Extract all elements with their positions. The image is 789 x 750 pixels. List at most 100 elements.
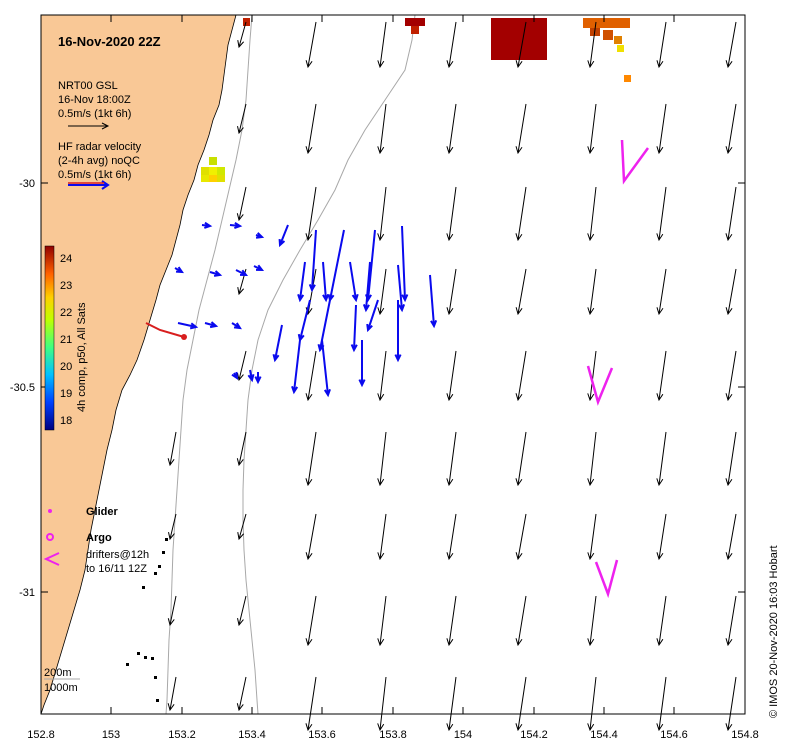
colorbar-label: 4h comp, p50, All Sats xyxy=(76,302,88,412)
colorbar-tick: 23 xyxy=(60,280,72,292)
gsl-arrow xyxy=(377,103,387,155)
gsl-arrow xyxy=(587,350,597,402)
gsl-arrow xyxy=(725,350,737,402)
hf-arrow xyxy=(397,264,406,313)
credit-text: © IMOS 20-Nov-2020 16:03 Hobart xyxy=(768,545,780,718)
gsl-arrow xyxy=(377,350,387,402)
gsl-arrow xyxy=(725,103,737,155)
depth-200-label: 200m xyxy=(44,667,72,679)
gsl-arrow xyxy=(446,21,457,69)
hf-arrow xyxy=(401,225,409,303)
gsl-arrow xyxy=(446,513,457,561)
gsl-arrow xyxy=(587,103,597,155)
coastline-land xyxy=(40,14,237,715)
gsl-arrow xyxy=(656,21,667,69)
hf-legend-line1: HF radar velocity xyxy=(58,141,142,153)
gsl-arrow xyxy=(725,513,737,561)
hf-arrow xyxy=(254,372,262,385)
hf-arrow xyxy=(429,274,438,329)
hf-arrow xyxy=(247,369,255,383)
hf-arrow xyxy=(349,261,359,303)
colorbar-tick: 19 xyxy=(60,388,72,400)
hf-arrow xyxy=(253,264,265,272)
gsl-arrow xyxy=(305,676,317,732)
x-tick-label: 154 xyxy=(454,729,472,741)
gsl-arrow xyxy=(305,513,317,561)
gsl-arrow xyxy=(587,595,597,647)
gsl-arrow xyxy=(168,513,177,541)
y-tick-label: -30.5 xyxy=(10,382,35,394)
hf-arrow xyxy=(366,299,379,333)
gsl-arrow xyxy=(167,676,177,712)
gsl-arrow xyxy=(515,350,527,402)
gsl-arrow xyxy=(377,513,387,561)
gsl-arrow xyxy=(305,103,317,155)
gsl-arrow xyxy=(377,268,387,316)
gsl-arrow xyxy=(587,676,597,732)
hf-legend-line2: (2-4h avg) noQC xyxy=(58,155,140,167)
gsl-arrow xyxy=(515,513,527,561)
hf-arrow xyxy=(394,300,402,363)
gsl-arrow xyxy=(237,21,247,49)
hf-arrow xyxy=(209,270,223,277)
drifters-legend-line1: drifters@12h xyxy=(86,549,149,561)
gsl-arrow xyxy=(515,431,527,487)
gsl-arrow xyxy=(725,431,737,487)
gsl-arrow xyxy=(237,595,247,627)
x-tick-label: 153.4 xyxy=(238,729,266,741)
gsl-arrow xyxy=(656,103,667,155)
hf-legend-line3: 0.5m/s (1kt 6h) xyxy=(58,169,131,181)
gsl-arrow xyxy=(515,186,527,242)
gsl-arrow xyxy=(725,21,737,69)
gsl-arrow xyxy=(237,103,247,135)
gsl-arrow xyxy=(305,595,317,647)
gsl-arrow xyxy=(236,676,247,712)
gsl-arrow xyxy=(656,268,667,316)
map-title: 16-Nov-2020 22Z xyxy=(58,34,161,49)
colorbar-tick: 18 xyxy=(60,415,72,427)
gsl-arrow xyxy=(656,431,667,487)
gsl-arrow xyxy=(305,431,317,487)
isobath-1000m xyxy=(242,14,416,715)
hf-arrow xyxy=(231,322,242,330)
gsl-arrow xyxy=(446,350,457,402)
gsl-legend: NRT00 GSL 16-Nov 18:00Z 0.5m/s (1kt 6h) xyxy=(58,80,131,130)
hf-arrow xyxy=(272,324,283,363)
gsl-arrow xyxy=(305,350,317,402)
platform-legend: Glider Argo drifters@12h to 16/11 12Z xyxy=(43,506,149,575)
gsl-arrow xyxy=(656,595,667,647)
gsl-arrow xyxy=(587,268,597,316)
y-tick-label: -31 xyxy=(19,587,35,599)
gsl-arrow xyxy=(237,513,247,541)
hf-arrow xyxy=(327,229,345,303)
gsl-arrow xyxy=(446,676,457,732)
colorbar-tick: 24 xyxy=(60,253,72,265)
x-axis xyxy=(40,15,746,714)
hf-arrow xyxy=(177,322,199,330)
gsl-arrow xyxy=(167,431,177,467)
colorbar-tick: 22 xyxy=(60,307,72,319)
argo-legend-label: Argo xyxy=(86,532,112,544)
hf-radar-arrows xyxy=(174,221,438,398)
hf-arrow xyxy=(278,224,289,248)
hf-arrow xyxy=(291,339,301,395)
y-tick-labels: -30 -30.5 -31 xyxy=(10,178,35,599)
hf-arrow xyxy=(255,232,265,239)
x-tick-label: 154.6 xyxy=(660,729,688,741)
gsl-arrow xyxy=(377,676,387,732)
gsl-arrow xyxy=(446,595,457,647)
hf-arrow xyxy=(350,304,358,353)
x-tick-label: 154.2 xyxy=(520,729,548,741)
sst-colorbar: 24 23 22 21 20 19 18 4h comp, p50, All S… xyxy=(44,245,88,431)
gsl-arrow xyxy=(446,103,457,155)
x-tick-label: 153.6 xyxy=(308,729,336,741)
hf-legend: HF radar velocity (2-4h avg) noQC 0.5m/s… xyxy=(58,141,142,190)
gsl-arrow xyxy=(167,595,177,627)
gsl-arrow xyxy=(725,595,737,647)
hf-arrow xyxy=(229,222,243,229)
depth-1000-label: 1000m xyxy=(44,682,78,694)
gsl-arrow xyxy=(656,186,667,242)
hf-arrow xyxy=(362,261,371,313)
gsl-legend-line1: NRT00 GSL xyxy=(58,80,118,92)
